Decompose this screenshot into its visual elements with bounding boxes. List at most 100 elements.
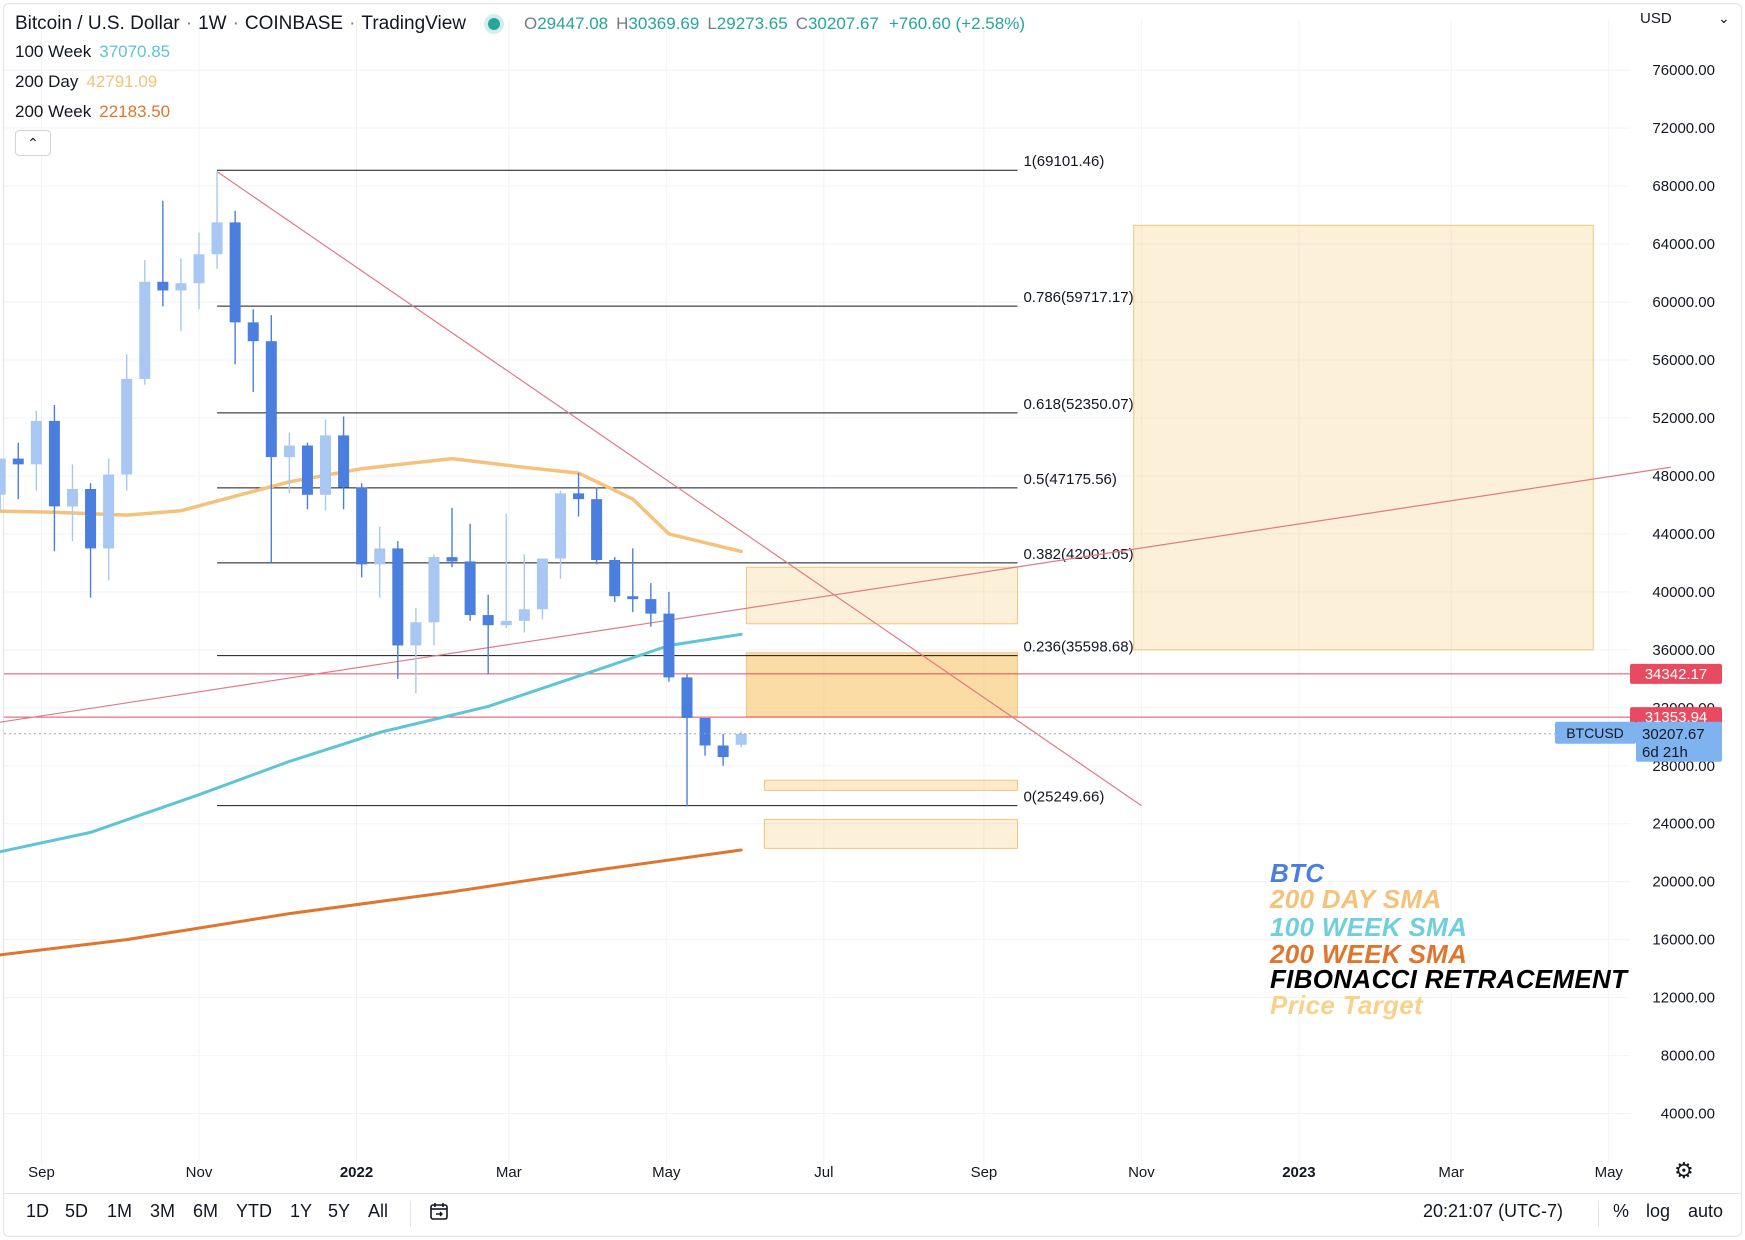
- price-tick-label: 24000.00: [1652, 816, 1715, 833]
- indicator-name: 100 Week: [15, 42, 92, 61]
- candle-body: [193, 254, 205, 284]
- indicator-100-week[interactable]: 100 Week 37070.85: [15, 42, 170, 62]
- range-all-button[interactable]: All: [368, 1201, 389, 1221]
- market-status-icon: [487, 18, 500, 30]
- price-target-zone: [745, 566, 1018, 625]
- fib-level-label: 0(25249.66): [1023, 789, 1104, 806]
- candle: [573, 473, 585, 517]
- range-1y-button[interactable]: 1Y: [290, 1201, 313, 1221]
- currency-selector[interactable]: USD: [1640, 10, 1672, 27]
- range-ytd-button[interactable]: YTD: [236, 1201, 272, 1221]
- symbol-tag: BTCUSD: [1566, 725, 1624, 741]
- candle: [609, 557, 621, 603]
- candle: [681, 674, 693, 807]
- candle-body: [482, 615, 494, 626]
- candle-body: [735, 733, 747, 745]
- toolbar-divider: [410, 1201, 411, 1227]
- range-5y-button[interactable]: 5Y: [328, 1201, 351, 1221]
- candle-body: [157, 281, 169, 291]
- candle: [500, 513, 512, 629]
- candle: [645, 583, 657, 627]
- indicator-value: 22183.50: [99, 102, 171, 121]
- open-label: O: [523, 14, 538, 33]
- trendline[interactable]: [0, 466, 1671, 728]
- price-target-zone: [1133, 224, 1594, 651]
- price-tick-label: 4000.00: [1661, 1106, 1715, 1123]
- range-1d-button[interactable]: 1D: [26, 1201, 50, 1221]
- collapse-indicators-button[interactable]: ⌃: [15, 130, 51, 156]
- candle: [554, 490, 566, 579]
- candle: [175, 258, 187, 332]
- low-label: L: [707, 14, 717, 33]
- legend-btc: BTC: [1270, 858, 1325, 888]
- last-price-value: 30207.67: [1642, 726, 1705, 743]
- horizontal-lines[interactable]: [4, 673, 1630, 718]
- indicator-name: 200 Day: [15, 72, 79, 91]
- toolbar-divider: [1598, 1201, 1599, 1227]
- price-tick-label: 36000.00: [1652, 642, 1715, 659]
- price-target-zone: [763, 779, 1018, 791]
- price-axis[interactable]: 4000.00 8000.00 12000.00 16000.00 20000.00 24…: [1652, 62, 1715, 1122]
- price-tick-label: 44000.00: [1652, 526, 1715, 543]
- candle: [283, 432, 295, 494]
- price-tick-label: 12000.00: [1652, 990, 1715, 1007]
- indicator-200-day[interactable]: 200 Day 42791.09: [15, 72, 157, 92]
- candle: [627, 548, 639, 613]
- time-tick-label: Sep: [971, 1164, 998, 1181]
- candle-body: [301, 445, 313, 495]
- price-tick-label: 60000.00: [1652, 294, 1715, 311]
- candle: [229, 210, 241, 365]
- close-label: C: [795, 14, 808, 33]
- candle: [30, 410, 42, 491]
- clock-time[interactable]: 20:21:07 (UTC-7): [1423, 1201, 1564, 1221]
- auto-scale-button[interactable]: auto: [1688, 1201, 1724, 1221]
- range-1m-button[interactable]: 1M: [107, 1201, 133, 1221]
- time-tick-label: May: [1595, 1164, 1624, 1181]
- trendline[interactable]: [216, 171, 1142, 807]
- candles: [0, 171, 747, 807]
- candle: [428, 554, 440, 646]
- candle-body: [536, 558, 548, 610]
- candle: [374, 526, 386, 598]
- candle-body: [356, 487, 368, 565]
- candle-body: [175, 283, 187, 291]
- candle: [103, 458, 115, 581]
- fib-level-label: 0.5(47175.56): [1023, 471, 1116, 488]
- gear-icon[interactable]: ⚙: [1674, 1158, 1694, 1183]
- fibonacci-retracement[interactable]: 1(69101.46) 0.786(59717.17) 0.618(52350.07…: [217, 153, 1134, 807]
- candle-body: [30, 420, 42, 465]
- chevron-down-icon[interactable]: ⌄: [1718, 10, 1730, 26]
- range-3m-button[interactable]: 3M: [150, 1201, 176, 1221]
- date-range-icon[interactable]: [428, 1201, 450, 1228]
- time-tick-label: Mar: [496, 1164, 522, 1181]
- candle: [338, 416, 350, 510]
- candle: [536, 558, 548, 620]
- candle-body: [627, 596, 639, 600]
- symbol-name[interactable]: Bitcoin / U.S. Dollar: [15, 13, 180, 34]
- exchange: COINBASE: [244, 13, 344, 34]
- candle: [0, 458, 6, 513]
- interval[interactable]: 1W: [198, 13, 227, 34]
- candle-body: [591, 499, 603, 560]
- indicator-200-week[interactable]: 200 Week 22183.50: [15, 102, 170, 122]
- range-5d-button[interactable]: 5D: [65, 1201, 89, 1221]
- candle: [139, 260, 151, 385]
- open-value: 29447.08: [537, 14, 609, 33]
- candle: [717, 733, 729, 766]
- candle: [392, 541, 404, 679]
- time-axis[interactable]: Sep Nov 2022 Mar May Jul Sep Nov 2023 Mar May: [28, 1164, 1623, 1181]
- percent-scale-button[interactable]: %: [1613, 1201, 1630, 1221]
- candle-body: [211, 222, 223, 255]
- candle: [121, 354, 133, 491]
- trendlines[interactable]: [0, 171, 1671, 807]
- time-tick-label: Mar: [1438, 1164, 1464, 1181]
- candle-body: [85, 488, 97, 549]
- candle: [356, 483, 368, 578]
- sma-200-week-line: [0, 848, 743, 957]
- price-line-label: 34342.17: [1645, 666, 1708, 683]
- range-6m-button[interactable]: 6M: [193, 1201, 219, 1221]
- candle-body: [699, 717, 711, 746]
- log-scale-button[interactable]: log: [1646, 1201, 1671, 1221]
- candle: [591, 487, 603, 565]
